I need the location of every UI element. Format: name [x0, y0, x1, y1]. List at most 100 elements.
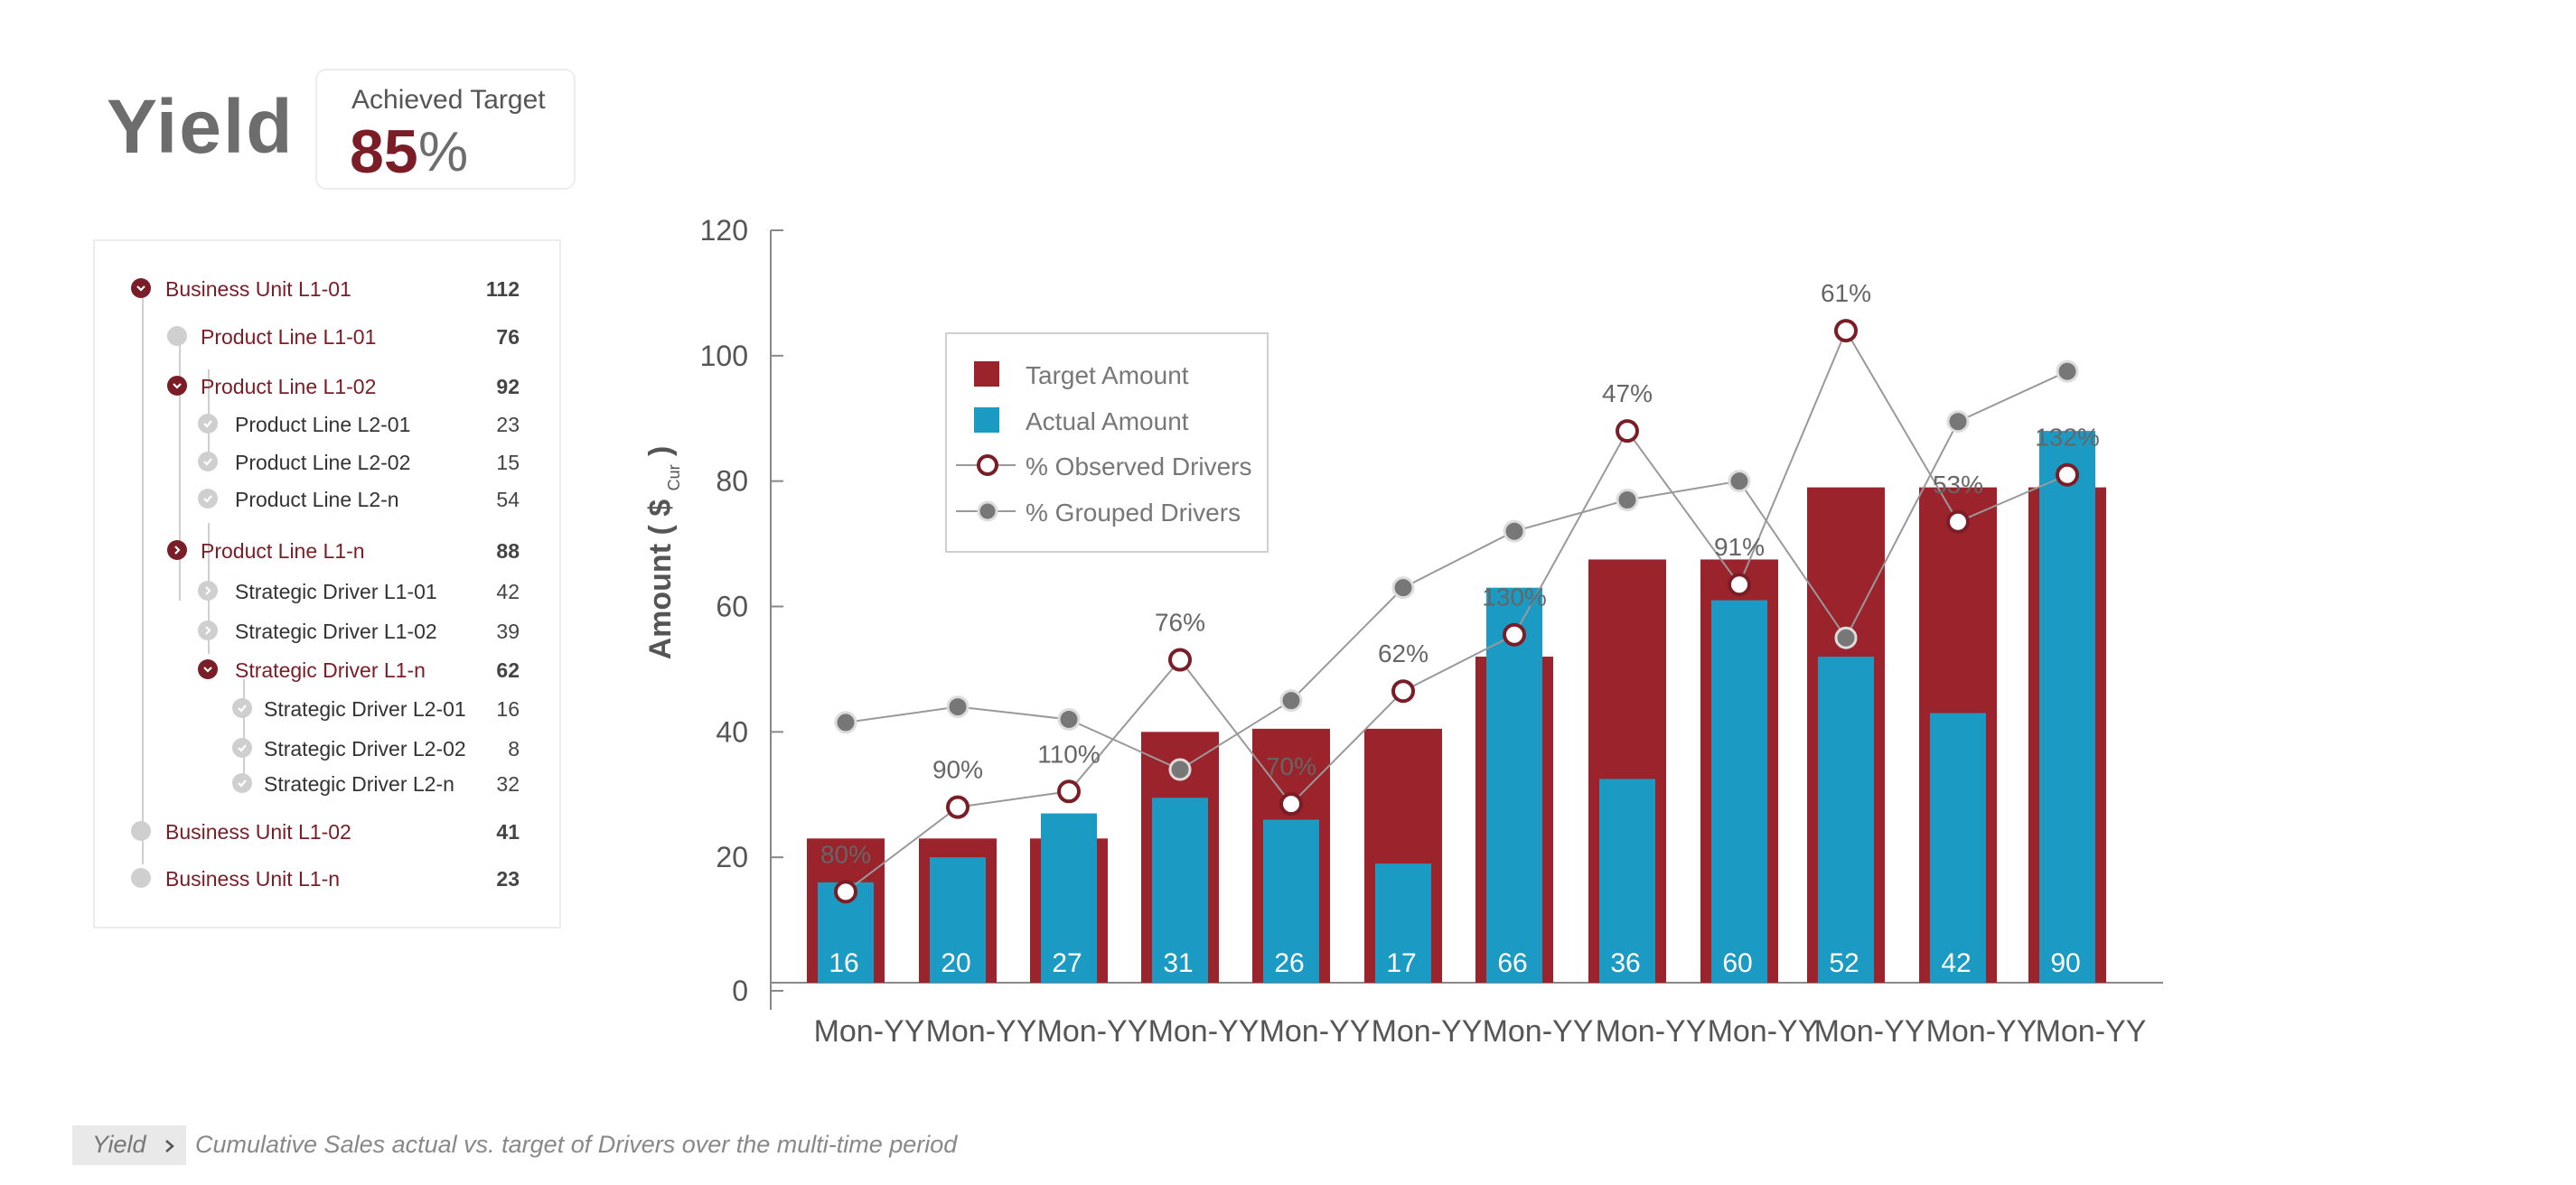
- tree-row[interactable]: Product Line L2-n 54: [95, 481, 559, 517]
- observed-drivers-point: [1279, 792, 1303, 816]
- actual-bar: [1375, 863, 1431, 983]
- observed-drivers-point: [834, 880, 857, 904]
- page-title: Yield: [107, 84, 295, 169]
- legend-grouped-marker: [977, 500, 998, 522]
- grouped-drivers-point: [1503, 519, 1526, 543]
- observed-percent-label: 61%: [1821, 279, 1871, 307]
- tree-row[interactable]: Product Line L2-02 15: [95, 443, 559, 480]
- arrow-right-icon: [198, 620, 218, 640]
- tree-row[interactable]: Business Unit L1-02 41: [95, 813, 559, 849]
- grouped-drivers-point: [1168, 758, 1192, 781]
- caption-tag[interactable]: Yield: [72, 1125, 186, 1165]
- observed-percent-label: 76%: [1155, 609, 1205, 637]
- observed-drivers-point: [1946, 509, 1970, 534]
- tree-row[interactable]: Business Unit L1-n 23: [95, 860, 559, 896]
- tree-row[interactable]: Strategic Driver L1-01 42: [95, 573, 559, 609]
- tree-row[interactable]: Business Unit L1-01 112: [95, 270, 559, 306]
- actual-value-label: 31: [1163, 948, 1193, 978]
- tree-item-count: 76: [496, 325, 520, 349]
- tree-row[interactable]: Product Line L1-02 92: [95, 368, 559, 404]
- actual-bar: [930, 857, 986, 983]
- leaf-dot-icon: [131, 821, 151, 841]
- leaf-dot-icon: [167, 326, 187, 346]
- x-tick-label: Mon-YY: [1596, 1014, 1707, 1049]
- observed-drivers-point: [1391, 679, 1415, 704]
- grouped-drivers-point: [1834, 626, 1858, 649]
- legend-target-swatch: [974, 361, 999, 387]
- tree-item-label: Product Line L1-n: [201, 539, 365, 563]
- check-icon: [232, 738, 252, 758]
- x-tick-label: Mon-YY: [2036, 1014, 2147, 1049]
- tree-item-label: Business Unit L1-n: [165, 867, 341, 891]
- tree-row[interactable]: Strategic Driver L1-02 39: [95, 612, 559, 648]
- actual-bar: [1152, 798, 1208, 983]
- observed-drivers-point: [2056, 462, 2079, 487]
- observed-percent-label: 53%: [1933, 471, 1983, 499]
- check-icon: [198, 414, 218, 434]
- check-icon: [198, 489, 218, 509]
- observed-percent-label: 132%: [2035, 424, 2100, 452]
- observed-drivers-point: [946, 795, 970, 819]
- chevron-right-icon: [165, 1140, 174, 1152]
- tree-item-label: Product Line L2-02: [235, 451, 411, 474]
- chevron-down-icon[interactable]: [131, 278, 151, 298]
- tree-item-count: 23: [496, 867, 520, 891]
- achieved-target-card: Achieved Target 85 %: [315, 69, 576, 190]
- tree-row[interactable]: Product Line L2-01 23: [95, 406, 559, 442]
- tree-item-label: Business Unit L1-02: [165, 820, 351, 844]
- observed-drivers-point: [1616, 419, 1639, 443]
- observed-percent-label: 62%: [1378, 639, 1429, 667]
- tree-row[interactable]: Strategic Driver L2-n 32: [95, 765, 559, 801]
- chevron-down-icon[interactable]: [167, 376, 187, 396]
- tree-item-count: 62: [496, 658, 520, 682]
- kpi-value: 85: [350, 117, 418, 186]
- actual-value-label: 60: [1722, 948, 1752, 978]
- x-tick-label: Mon-YY: [1926, 1014, 2037, 1049]
- tree-row[interactable]: Strategic Driver L2-02 8: [95, 730, 559, 766]
- observed-percent-label: 90%: [932, 756, 983, 784]
- tree-item-label: Strategic Driver L2-n: [264, 772, 454, 796]
- tree-item-count: 32: [496, 772, 520, 796]
- legend-actual-swatch: [974, 407, 999, 433]
- tree-row[interactable]: Product Line L1-n 88: [95, 532, 559, 568]
- tree-item-count: 112: [485, 277, 520, 301]
- grouped-drivers-point: [1728, 470, 1751, 493]
- x-tick-label: Mon-YY: [814, 1014, 925, 1049]
- tree-row[interactable]: Product Line L1-01 76: [95, 318, 559, 354]
- x-tick-label: Mon-YY: [1148, 1014, 1260, 1049]
- observed-drivers-point: [1503, 622, 1526, 647]
- actual-bar: [1711, 600, 1767, 983]
- observed-drivers-point: [1728, 573, 1751, 597]
- check-icon: [232, 773, 252, 793]
- actual-bar: [2039, 431, 2095, 984]
- leaf-dot-icon: [131, 868, 151, 888]
- actual-value-label: 66: [1497, 948, 1527, 978]
- chevron-right-icon[interactable]: [167, 540, 187, 560]
- grouped-drivers-point: [834, 711, 857, 734]
- observed-drivers-line: [845, 328, 2068, 893]
- actual-value-label: 17: [1386, 948, 1416, 978]
- tree-row[interactable]: Strategic Driver L1-n 62: [95, 651, 559, 687]
- actual-value-label: 42: [1941, 948, 1971, 978]
- grouped-drivers-point: [1279, 689, 1303, 713]
- y-tick-label: 60: [716, 591, 748, 623]
- actual-value-label: 20: [941, 948, 970, 978]
- tree-item-count: 39: [496, 620, 520, 643]
- actual-bar: [1041, 813, 1097, 983]
- grouped-drivers-point: [1057, 707, 1081, 731]
- legend-grouped-label: % Grouped Drivers: [1026, 499, 1241, 527]
- tree-item-label: Strategic Driver L1-02: [235, 620, 437, 643]
- actual-value-label: 16: [829, 948, 858, 978]
- chevron-down-icon[interactable]: [198, 659, 218, 679]
- grouped-drivers-point: [946, 695, 970, 719]
- observed-percent-label: 70%: [1266, 752, 1316, 780]
- hierarchy-tree-panel: Business Unit L1-01 112 Product Line L1-01…: [93, 239, 561, 928]
- legend-observed-marker: [977, 454, 998, 476]
- actual-value-label: 36: [1610, 948, 1640, 978]
- tree-item-label: Product Line L2-01: [235, 413, 411, 436]
- grouped-drivers-point: [2056, 359, 2079, 383]
- tree-row[interactable]: Strategic Driver L2-01 16: [95, 690, 559, 726]
- actual-bar: [1263, 819, 1319, 983]
- tree-connector: [142, 281, 144, 864]
- y-tick-label: 80: [716, 465, 748, 498]
